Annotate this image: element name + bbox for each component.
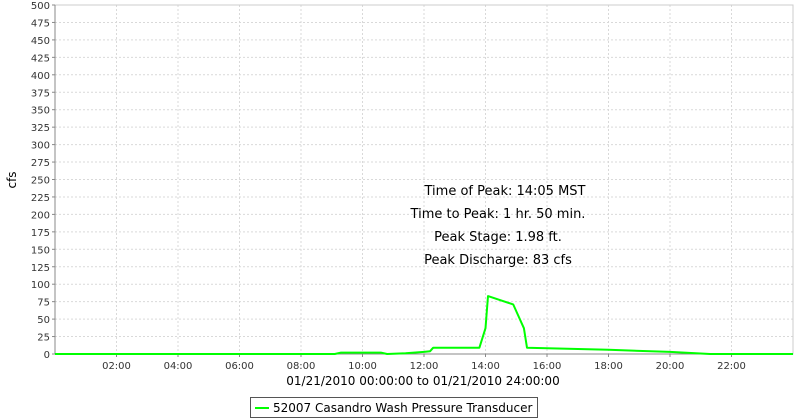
y-tick-label: 75 — [37, 298, 50, 309]
y-tick-label: 300 — [31, 141, 50, 152]
y-tick-label: 400 — [31, 71, 50, 82]
x-axis-title: 01/21/2010 00:00:00 to 01/21/2010 24:00:… — [286, 374, 559, 388]
x-tick-label: 02:00 — [102, 361, 131, 372]
annotation-time-of-peak: Time of Peak: 14:05 MST — [424, 184, 586, 199]
y-tick-label: 175 — [31, 228, 50, 239]
x-tick-label: 18:00 — [594, 361, 623, 372]
y-tick-label: 375 — [31, 88, 50, 99]
x-tick-label: 16:00 — [533, 361, 562, 372]
x-tick-label: 06:00 — [225, 361, 254, 372]
y-axis-title: cfs — [5, 171, 19, 188]
y-tick-label: 150 — [31, 245, 50, 256]
y-tick-label: 500 — [31, 1, 50, 12]
y-tick-label: 350 — [31, 106, 50, 117]
x-tick-label: 12:00 — [410, 361, 439, 372]
y-tick-label: 425 — [31, 53, 50, 64]
y-tick-label: 275 — [31, 158, 50, 169]
y-tick-label: 450 — [31, 36, 50, 47]
annotation-peak-discharge: Peak Discharge: 83 cfs — [424, 253, 572, 268]
y-tick-label: 25 — [37, 333, 50, 344]
x-tick-label: 20:00 — [656, 361, 685, 372]
y-tick-label: 250 — [31, 176, 50, 187]
legend: 52007 Casandro Wash Pressure Transducer — [250, 397, 539, 418]
x-tick-label: 22:00 — [717, 361, 746, 372]
x-tick-label: 14:00 — [471, 361, 500, 372]
y-tick-label: 0 — [44, 350, 50, 361]
y-tick-label: 100 — [31, 280, 50, 291]
gridlines — [55, 4, 793, 355]
series-layer — [55, 295, 793, 355]
annotation-peak-stage: Peak Stage: 1.98 ft. — [434, 230, 562, 245]
series-line — [55, 295, 793, 355]
peak-annotation: Time of Peak: 14:05 MST Time to Peak: 1 … — [410, 184, 586, 268]
x-tick-label: 04:00 — [164, 361, 193, 372]
x-tick-label: 10:00 — [348, 361, 377, 372]
y-tick-label: 225 — [31, 193, 50, 204]
legend-label: 52007 Casandro Wash Pressure Transducer — [273, 400, 533, 415]
y-tick-label: 475 — [31, 18, 50, 29]
y-tick-label: 125 — [31, 263, 50, 274]
annotation-time-to-peak: Time to Peak: 1 hr. 50 min. — [410, 207, 586, 222]
y-tick-label: 200 — [31, 210, 50, 221]
y-axis: 0 25 50 75 100 125 150 175 200 225 250 275 300 325 350… — [31, 1, 56, 361]
legend-swatch — [255, 406, 269, 409]
x-axis: 02:00 04:00 06:00 08:00 10:00 12:00 14:00 16:00… — [55, 353, 793, 372]
y-tick-label: 50 — [37, 315, 50, 326]
y-tick-label: 325 — [31, 123, 50, 134]
x-tick-label: 08:00 — [287, 361, 316, 372]
